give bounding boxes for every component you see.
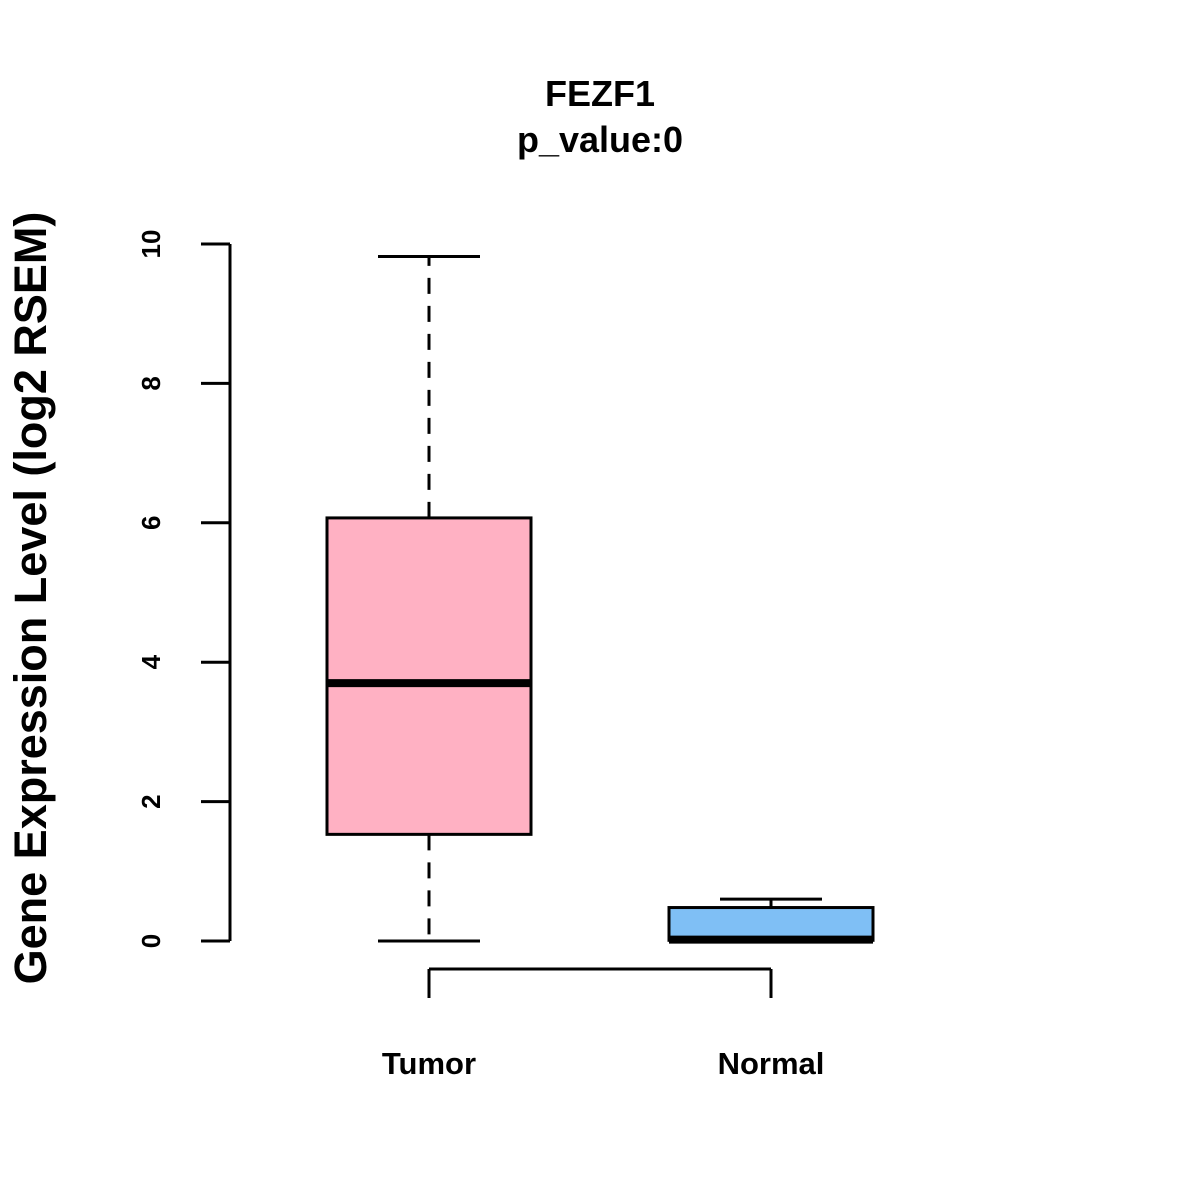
box-body-tumor: [325, 516, 533, 836]
y-tick-label-10: 10: [136, 230, 166, 259]
category-label-tumor: Tumor: [382, 1046, 476, 1081]
y-tick-label-4: 4: [136, 654, 166, 669]
chart-subtitle: p_value:0: [517, 119, 683, 160]
category-labels: Tumor Normal: [382, 1046, 824, 1081]
y-tick-label-6: 6: [136, 516, 166, 530]
y-axis-title: Gene Expression Level (log2 RSEM): [5, 212, 56, 985]
y-tick-label-2: 2: [136, 794, 166, 808]
comparison-bracket: [427, 967, 773, 998]
y-tick-label-8: 8: [136, 376, 166, 390]
category-label-normal: Normal: [718, 1046, 825, 1081]
box-body-normal: [667, 906, 875, 942]
box-normal: [667, 897, 875, 944]
y-tick-label-0: 0: [136, 934, 166, 948]
box-tumor: [325, 255, 533, 943]
y-axis: 0 2 4 6 8 10: [136, 230, 232, 948]
chart-title: FEZF1: [545, 73, 655, 114]
boxes-layer: [325, 255, 875, 944]
